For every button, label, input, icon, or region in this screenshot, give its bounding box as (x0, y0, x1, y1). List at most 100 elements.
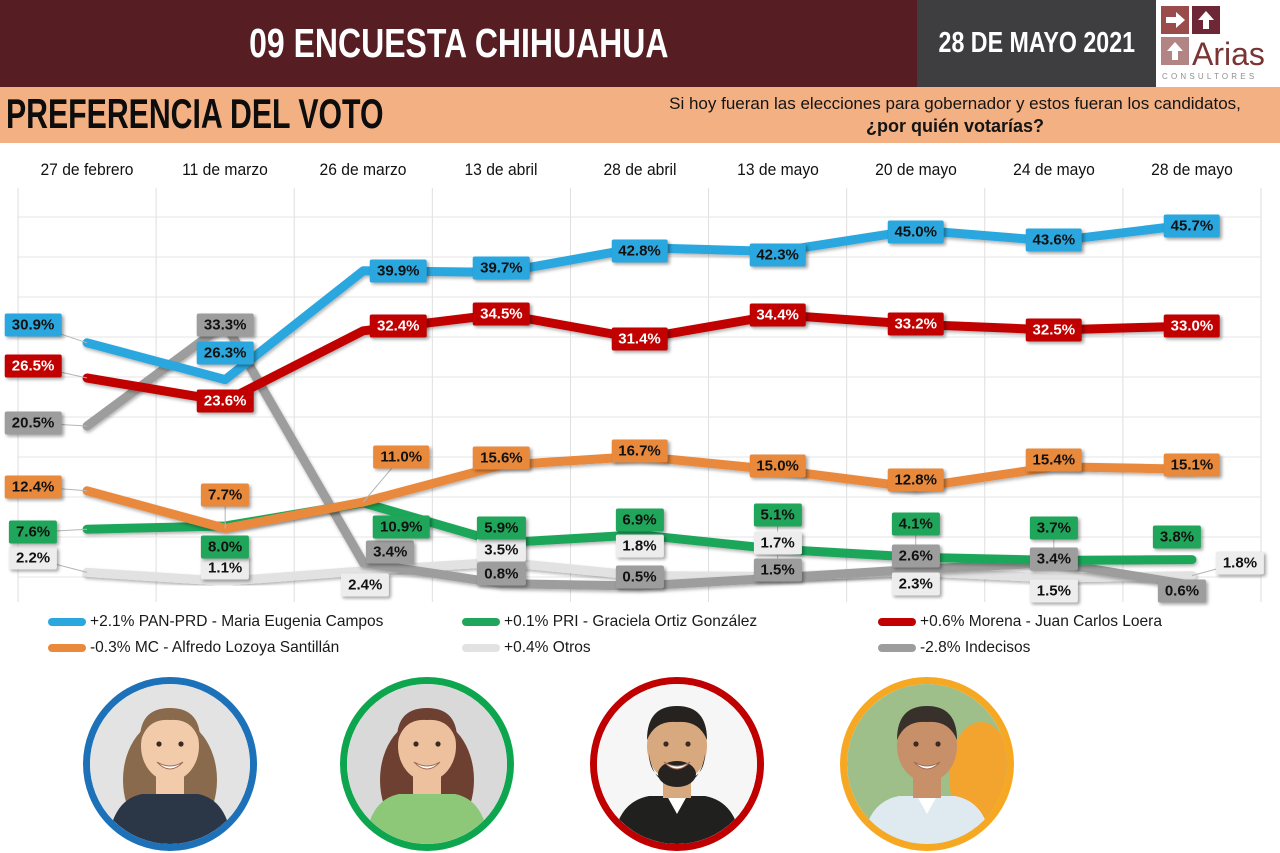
legend-label-mc: -0.3% MC - Alfredo Lozoya Santillán (90, 639, 340, 656)
legend-swatch-otros (462, 644, 500, 652)
value-label-morena: 32.4% (369, 314, 427, 338)
legend-swatch-mc (48, 644, 86, 652)
x-axis-date: 13 de abril (464, 160, 538, 179)
value-label-pri: 5.9% (477, 516, 526, 540)
value-label-pri: 5.1% (753, 503, 802, 527)
value-label-pan_prd: 43.6% (1025, 228, 1083, 252)
value-label-morena: 34.5% (473, 302, 530, 326)
subheader-bar: PREFERENCIA DEL VOTO Si hoy fueran las e… (0, 87, 1280, 143)
value-label-morena: 31.4% (611, 327, 668, 351)
x-axis-date: 20 de mayo (874, 160, 957, 179)
value-label-indecisos: 3.4% (1029, 547, 1078, 571)
value-label-otros: 1.8% (615, 534, 664, 558)
value-label-indecisos: 20.5% (4, 411, 62, 435)
x-axis-date: 28 de mayo (1151, 160, 1233, 179)
value-label-otros: 2.4% (341, 573, 390, 597)
brand-subtitle: CONSULTORES (1162, 72, 1257, 81)
x-axis-date: 13 de mayo (736, 160, 819, 179)
candidate-photo-3 (590, 677, 764, 851)
value-label-indecisos: 0.8% (477, 562, 526, 586)
value-label-morena: 33.0% (1163, 314, 1221, 338)
date-text: 28 DE MAYO 2021 (938, 27, 1135, 59)
avatar (347, 684, 507, 844)
value-label-otros: 1.1% (201, 556, 250, 580)
x-axis-date: 11 de marzo (182, 160, 269, 179)
value-label-indecisos: 2.6% (891, 544, 940, 568)
value-label-indecisos: 0.5% (615, 565, 664, 589)
value-label-indecisos: 33.3% (196, 313, 254, 337)
value-label-pri: 7.6% (8, 520, 58, 544)
value-label-indecisos: 1.5% (753, 558, 802, 582)
x-axis-date: 26 de marzo (319, 160, 407, 179)
legend-swatch-morena (878, 618, 916, 626)
value-label-otros: 1.8% (1215, 551, 1265, 575)
legend-label-pan_prd: +2.1% PAN-PRD - Maria Eugenia Campos (90, 613, 384, 630)
value-label-mc: 15.0% (749, 454, 806, 478)
value-label-otros: 2.3% (891, 572, 940, 596)
survey-question-line1: Si hoy fueran las elecciones para gobern… (669, 94, 1241, 113)
avatar (597, 684, 757, 844)
value-label-mc: 12.4% (4, 475, 62, 499)
value-label-pan_prd: 30.9% (4, 313, 62, 337)
value-label-pri: 6.9% (615, 508, 664, 532)
x-axis-date: 24 de mayo (1012, 160, 1095, 179)
value-label-indecisos: 3.4% (366, 540, 415, 564)
survey-question-line2: ¿por quién votarías? (865, 116, 1045, 136)
value-label-pri: 4.1% (891, 512, 940, 536)
legend-item-indecisos: -2.8% Indecisos (878, 639, 1034, 657)
value-label-pan_prd: 39.7% (473, 256, 530, 280)
value-label-pan_prd: 42.8% (611, 239, 668, 263)
value-label-pri: 10.9% (372, 515, 430, 539)
legend-label-pri: +0.1% PRI - Graciela Ortiz González (504, 613, 758, 630)
value-label-morena: 33.2% (887, 312, 944, 336)
value-label-pan_prd: 42.3% (749, 243, 806, 267)
candidate-photo-4 (840, 677, 1014, 851)
arias-logo-graphic: Arias CONSULTORES (1161, 6, 1265, 81)
legend-swatch-pan_prd (48, 618, 86, 626)
survey-question: Si hoy fueran las elecciones para gobern… (640, 94, 1270, 137)
legend-swatch-pri (462, 618, 500, 626)
legend-label-indecisos: -2.8% Indecisos (920, 639, 1031, 656)
value-label-pan_prd: 39.9% (369, 259, 427, 283)
legend-item-morena: +0.6% Morena - Juan Carlos Loera (878, 613, 1169, 631)
value-label-pri: 3.8% (1152, 525, 1202, 549)
value-label-morena: 34.4% (749, 303, 806, 327)
legend-item-pan_prd: +2.1% PAN-PRD - Maria Eugenia Campos (48, 613, 393, 631)
avatar (847, 684, 1007, 844)
x-axis-date: 27 de febrero (40, 160, 134, 179)
legend-label-morena: +0.6% Morena - Juan Carlos Loera (920, 613, 1162, 630)
legend-label-otros: +0.4% Otros (504, 639, 591, 656)
report-title: 09 ENCUESTA CHIHUAHUA (248, 20, 669, 66)
value-label-morena: 23.6% (196, 389, 254, 413)
candidate-photo-2 (340, 677, 514, 851)
value-label-otros: 1.5% (1029, 579, 1078, 603)
brand-name: Arias (1192, 36, 1265, 72)
legend-item-otros: +0.4% Otros (462, 639, 593, 657)
header-bar: 09 ENCUESTA CHIHUAHUA 28 DE MAYO 2021 Ar… (0, 0, 1280, 87)
legend-item-pri: +0.1% PRI - Graciela Ortiz González (462, 613, 765, 631)
value-label-mc: 12.8% (887, 468, 944, 492)
value-label-mc: 11.0% (373, 445, 430, 469)
section-title: PREFERENCIA DEL VOTO (6, 90, 384, 137)
value-label-mc: 15.4% (1025, 448, 1083, 472)
value-label-mc: 7.7% (201, 483, 250, 507)
value-label-pan_prd: 45.7% (1163, 214, 1221, 238)
value-label-indecisos: 0.6% (1157, 579, 1207, 603)
value-label-pri: 3.7% (1029, 516, 1078, 540)
legend-swatch-indecisos (878, 644, 916, 652)
value-label-otros: 2.2% (8, 546, 58, 570)
value-label-pan_prd: 26.3% (196, 341, 254, 365)
value-label-otros: 1.7% (753, 531, 802, 555)
x-axis-date: 28 de abril (602, 160, 677, 179)
value-label-morena: 32.5% (1025, 318, 1083, 342)
arias-logo: Arias CONSULTORES (1156, 0, 1280, 87)
value-label-pan_prd: 45.0% (887, 220, 944, 244)
date-badge: 28 DE MAYO 2021 (917, 0, 1156, 87)
value-label-morena: 26.5% (4, 354, 62, 378)
value-label-otros: 3.5% (477, 538, 526, 562)
value-label-mc: 16.7% (611, 439, 668, 463)
legend-item-mc: -0.3% MC - Alfredo Lozoya Santillán (48, 639, 347, 657)
value-label-mc: 15.1% (1163, 453, 1221, 477)
value-label-pri: 8.0% (201, 535, 250, 559)
